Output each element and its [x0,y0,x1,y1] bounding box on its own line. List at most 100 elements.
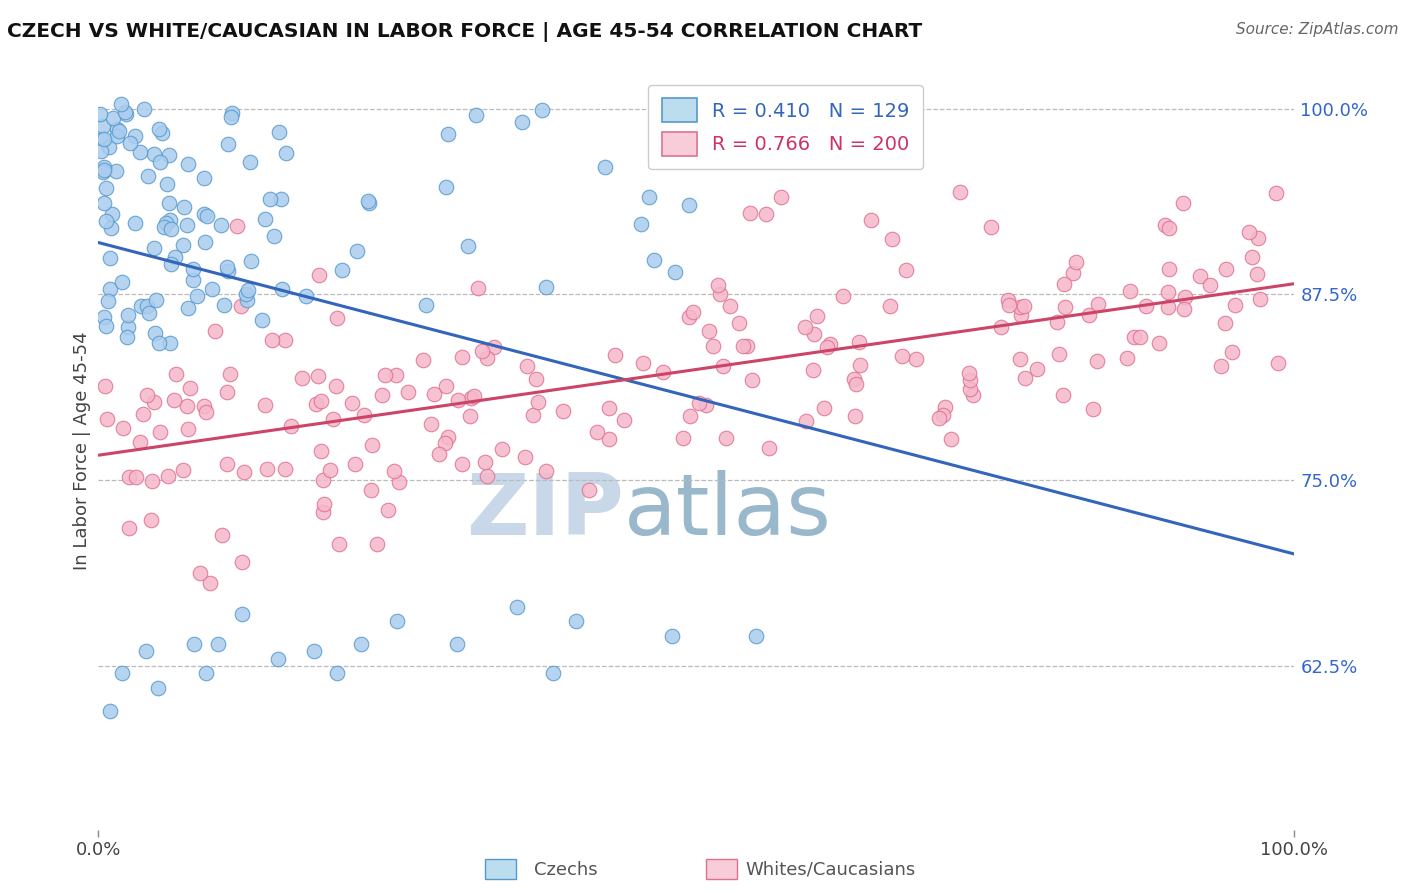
Point [371,388,394,402]
Point [101,207,124,221]
Point [129,299,152,313]
Point [159,336,181,351]
Point [848,334,870,349]
Point [195,405,218,419]
Point [447,392,470,407]
Point [1189,268,1212,283]
Point [193,170,215,185]
Text: Whites/Caucasians: Whites/Caucasians [745,861,915,879]
Point [132,103,155,117]
Point [427,447,450,461]
Point [193,235,215,249]
Point [806,309,828,323]
Point [1083,402,1105,417]
Point [510,115,533,129]
Point [125,469,148,483]
Point [254,398,277,412]
Point [477,469,499,483]
Point [90,132,112,146]
Point [803,326,825,341]
Point [707,277,730,292]
Point [143,326,166,340]
Point [157,195,180,210]
Point [148,681,170,696]
Point [695,398,717,412]
Point [312,473,335,487]
Point [270,282,292,296]
Point [239,154,262,169]
Point [1119,285,1142,299]
Point [94,214,117,228]
Point [163,250,186,264]
Point [474,455,496,469]
Point [741,373,763,387]
Point [117,308,139,322]
Point [385,368,408,382]
Point [894,262,917,277]
Point [366,537,388,551]
Point [1267,356,1289,370]
Point [93,310,115,325]
Point [159,213,181,227]
Point [274,462,297,476]
Point [457,239,479,253]
Point [1025,362,1047,376]
Point [143,241,166,255]
Point [256,462,278,476]
Point [353,408,375,422]
Point [274,334,297,348]
Point [105,121,128,136]
Point [1046,315,1069,329]
Point [451,458,474,472]
Point [186,289,208,303]
Point [1085,354,1108,368]
Point [312,505,335,519]
Point [231,299,253,313]
Point [311,443,333,458]
Point [280,419,302,434]
Point [524,372,547,386]
Point [212,298,235,312]
Point [153,220,176,235]
Point [849,359,872,373]
Point [745,629,768,643]
Point [235,286,257,301]
Point [160,221,183,235]
Point [1077,308,1099,322]
Point [1265,186,1288,200]
Point [359,196,381,211]
Point [1211,359,1233,373]
Point [755,207,778,221]
Point [598,432,620,446]
Point [340,396,363,410]
Point [664,265,686,279]
Point [183,637,205,651]
Point [1222,344,1244,359]
Point [111,276,134,290]
Point [388,475,411,490]
Point [1174,290,1197,304]
Point [491,442,513,456]
Point [319,463,342,477]
Point [181,273,204,287]
Point [93,132,115,146]
Point [702,339,724,353]
Point [328,537,350,551]
Point [603,348,626,362]
Point [709,287,731,301]
Point [93,163,115,178]
Point [997,298,1019,312]
Point [396,385,419,400]
Point [845,377,868,392]
Point [990,319,1012,334]
Point [149,425,172,439]
Point [135,644,157,658]
Point [446,637,468,651]
Point [578,483,600,498]
Point [142,147,165,161]
Point [420,417,443,431]
Point [1010,301,1032,315]
Point [326,666,349,681]
Point [516,359,538,373]
Point [678,310,700,324]
